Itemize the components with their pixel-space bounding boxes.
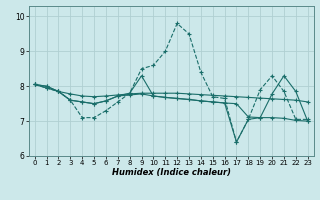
- X-axis label: Humidex (Indice chaleur): Humidex (Indice chaleur): [112, 168, 231, 177]
